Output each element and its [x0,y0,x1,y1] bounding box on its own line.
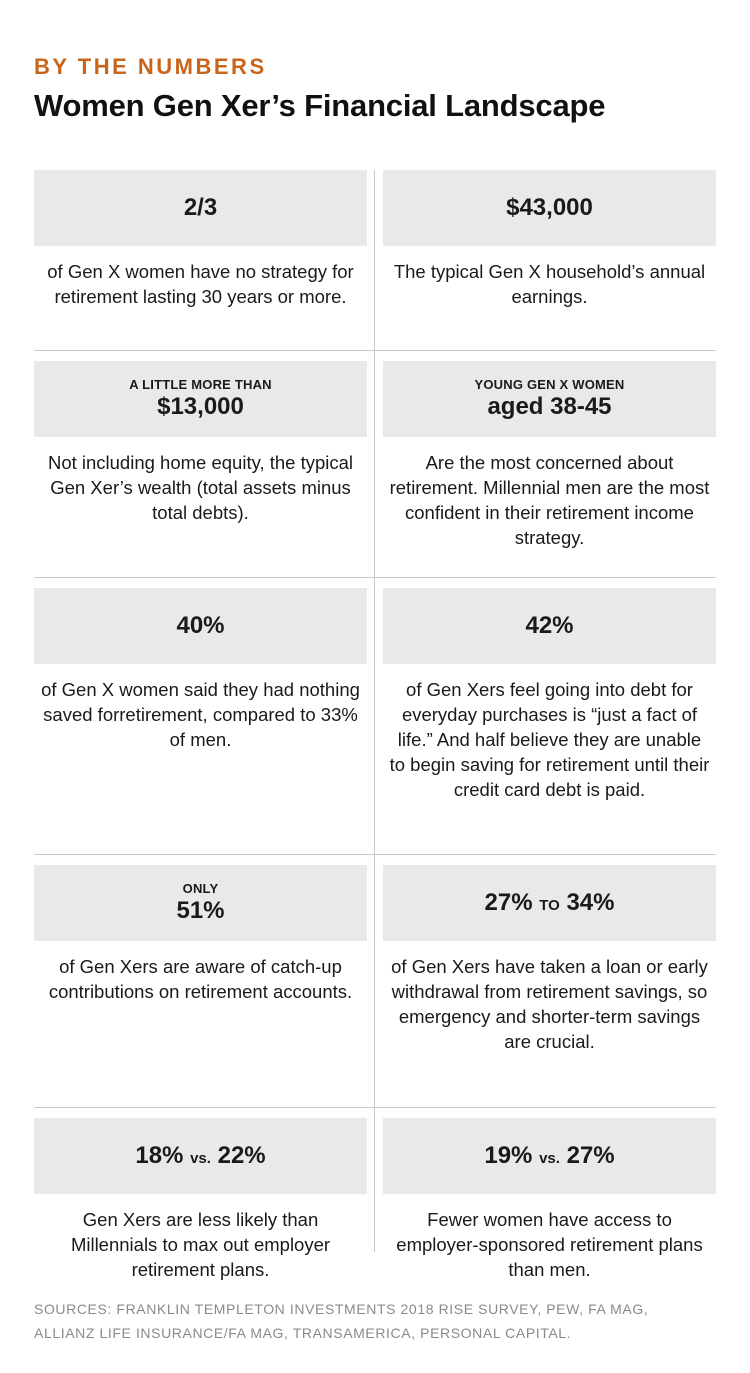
stat-card: 27% TO 34% of Gen Xers have taken a loan… [375,865,716,1107]
stat-description: Fewer women have access to employer-spon… [396,1209,703,1280]
stat-box: 27% TO 34% [383,865,716,941]
kicker: BY THE NUMBERS [34,54,267,79]
stat-value: 40% [176,612,225,640]
stat-description: Are the most concerned about retirement.… [389,452,710,548]
stat-comparison: 18% vs. 22% [135,1142,265,1170]
stat-box: 2/3 [34,170,367,246]
page-title: Women Gen Xer’s Financial Landscape [34,88,606,123]
stat-description: of Gen X women said they had nothing sav… [41,679,360,750]
stat-description: of Gen Xers have taken a loan or early w… [391,956,708,1052]
stat-description: The typical Gen X household’s annual ear… [393,261,706,307]
stat-box: 18% vs. 22% [34,1118,367,1194]
stat-card: 18% vs. 22% Gen Xers are less likely tha… [34,1118,375,1288]
stat-prefix: YOUNG GEN X WOMEN [474,377,625,393]
stat-comparison: 19% vs. 27% [484,1142,614,1170]
stat-box: ONLY 51% [34,865,367,941]
stats-row: ONLY 51% of Gen Xers are aware of catch-… [34,854,716,1107]
stat-prefix: A LITTLE MORE THAN [129,377,272,393]
stat-value: 2/3 [183,194,218,222]
stat-card: 40% of Gen X women said they had nothing… [34,588,375,854]
sources-line: ALLIANZ LIFE INSURANCE/FA MAG, TRANSAMER… [34,1325,572,1341]
stat-joiner: TO [539,897,560,915]
stat-card: A LITTLE MORE THAN $13,000 Not including… [34,361,375,577]
stat-value-b: 34% [566,889,615,917]
sources-line: SOURCES: FRANKLIN TEMPLETON INVESTMENTS … [34,1301,649,1317]
stat-value-a: 18% [135,1142,184,1170]
stat-card: YOUNG GEN X WOMEN aged 38-45 Are the mos… [375,361,716,577]
stat-box: 42% [383,588,716,664]
stat-value-a: 27% [484,889,533,917]
stat-value-b: 22% [217,1142,266,1170]
stat-description: of Gen X women have no strategy for reti… [47,261,354,307]
stat-value: 42% [525,612,574,640]
stat-box: A LITTLE MORE THAN $13,000 [34,361,367,437]
stat-box: YOUNG GEN X WOMEN aged 38-45 [383,361,716,437]
stats-row: 2/3 of Gen X women have no strategy for … [34,170,716,350]
stat-card: ONLY 51% of Gen Xers are aware of catch-… [34,865,375,1107]
stat-box: 40% [34,588,367,664]
stats-row: 18% vs. 22% Gen Xers are less likely tha… [34,1107,716,1288]
stat-description: Not including home equity, the typical G… [47,452,354,523]
stat-joiner: vs. [190,1150,211,1168]
stat-description: of Gen Xers are aware of catch-up contri… [48,956,353,1002]
stat-card: 42% of Gen Xers feel going into debt for… [375,588,716,854]
stat-description: of Gen Xers feel going into debt for eve… [389,679,710,800]
stat-box: 19% vs. 27% [383,1118,716,1194]
stat-value: aged 38-45 [487,393,612,420]
stat-joiner: vs. [539,1150,560,1168]
stat-value: $43,000 [506,194,593,222]
stat-card: 2/3 of Gen X women have no strategy for … [34,170,375,350]
stat-value-b: 27% [566,1142,615,1170]
sources-note: SOURCES: FRANKLIN TEMPLETON INVESTMENTS … [34,1297,734,1345]
column-divider [374,170,375,1252]
stat-box: $43,000 [383,170,716,246]
stat-value-a: 19% [484,1142,533,1170]
stats-grid: 2/3 of Gen X women have no strategy for … [34,170,716,1288]
stat-range: 27% TO 34% [485,889,615,917]
stat-prefix: ONLY [182,881,219,897]
stat-value: $13,000 [157,393,244,420]
stat-card: $43,000 The typical Gen X household’s an… [375,170,716,350]
stats-row: 40% of Gen X women said they had nothing… [34,577,716,854]
stat-description: Gen Xers are less likely than Millennial… [70,1209,331,1280]
stats-row: A LITTLE MORE THAN $13,000 Not including… [34,350,716,577]
stat-card: 19% vs. 27% Fewer women have access to e… [375,1118,716,1288]
stat-value: 51% [176,897,225,924]
